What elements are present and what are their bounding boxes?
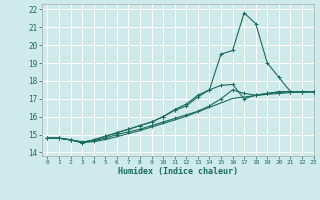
X-axis label: Humidex (Indice chaleur): Humidex (Indice chaleur): [118, 167, 237, 176]
